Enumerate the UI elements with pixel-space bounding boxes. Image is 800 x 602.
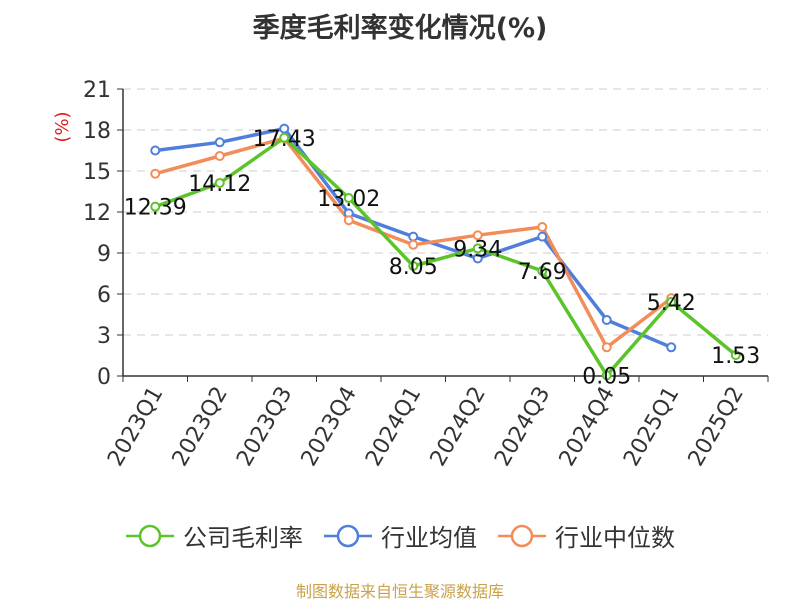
x-tick-label: 2024Q2 bbox=[426, 383, 491, 471]
data-point bbox=[537, 265, 548, 276]
data-point bbox=[343, 193, 354, 204]
x-tick-label: 2023Q1 bbox=[103, 383, 168, 471]
legend-item[interactable]: 行业中位数 bbox=[497, 518, 675, 553]
legend-swatch-icon bbox=[498, 524, 546, 547]
data-point bbox=[279, 132, 290, 143]
data-label: 13.02 bbox=[317, 187, 380, 212]
data-point bbox=[343, 215, 354, 226]
y-tick-label: 12 bbox=[83, 201, 111, 226]
legend-item[interactable]: 行业均值 bbox=[323, 518, 477, 553]
x-tick-label: 2024Q4 bbox=[555, 383, 620, 471]
x-tick-label: 2024Q3 bbox=[490, 383, 555, 471]
x-tick-label: 2023Q2 bbox=[168, 383, 233, 471]
data-label: 5.42 bbox=[647, 291, 696, 316]
x-tick-label: 2023Q3 bbox=[232, 383, 297, 471]
y-tick-label: 3 bbox=[97, 324, 111, 349]
data-point bbox=[150, 145, 161, 156]
data-point bbox=[601, 370, 612, 381]
legend-label: 行业均值 bbox=[381, 524, 477, 552]
legend-label: 公司毛利率 bbox=[183, 524, 303, 552]
legend-swatch-icon bbox=[126, 524, 174, 547]
data-point bbox=[537, 222, 548, 233]
x-tick-label: 2025Q1 bbox=[619, 383, 684, 471]
data-label: 17.43 bbox=[253, 127, 316, 152]
data-point bbox=[601, 342, 612, 353]
data-point bbox=[408, 260, 419, 271]
data-point bbox=[472, 253, 483, 264]
data-point bbox=[150, 168, 161, 179]
data-label: 1.53 bbox=[711, 344, 760, 369]
grid-lines bbox=[123, 88, 768, 336]
data-point bbox=[279, 123, 290, 134]
data-point bbox=[666, 296, 677, 307]
y-tick-label: 15 bbox=[83, 160, 111, 185]
data-point bbox=[150, 201, 161, 212]
data-label: 12.39 bbox=[124, 196, 187, 221]
y-axis-label: (%) bbox=[52, 111, 73, 142]
legend-swatch-icon bbox=[324, 524, 372, 547]
data-label: 14.12 bbox=[188, 172, 251, 197]
y-tick-label: 6 bbox=[97, 283, 111, 308]
data-point bbox=[472, 230, 483, 241]
x-tick-label: 2024Q1 bbox=[361, 383, 426, 471]
y-tick-label: 18 bbox=[83, 119, 111, 144]
y-tick-label: 0 bbox=[97, 365, 111, 390]
legend-label: 行业中位数 bbox=[555, 524, 675, 552]
data-label: 8.05 bbox=[389, 255, 438, 280]
data-point bbox=[214, 150, 225, 161]
data-label: 7.69 bbox=[518, 260, 567, 285]
data-point bbox=[730, 350, 741, 361]
source-note: 制图数据来自恒生聚源数据库 bbox=[295, 582, 504, 601]
legend-item[interactable]: 公司毛利率 bbox=[125, 518, 303, 553]
data-point bbox=[214, 178, 225, 189]
data-point bbox=[408, 239, 419, 250]
legend: 公司毛利率 行业均值 行业中位数 bbox=[0, 518, 800, 553]
x-tick-label: 2023Q4 bbox=[297, 383, 362, 471]
data-label: 9.34 bbox=[453, 237, 502, 262]
y-tick-label: 21 bbox=[83, 78, 111, 103]
data-point bbox=[472, 243, 483, 254]
data-point bbox=[666, 342, 677, 353]
y-tick-label: 9 bbox=[97, 242, 111, 267]
series-lines bbox=[150, 123, 741, 381]
data-point bbox=[601, 314, 612, 325]
data-point bbox=[537, 231, 548, 242]
series-line bbox=[154, 136, 737, 378]
data-label: 0.05 bbox=[582, 364, 631, 389]
x-tick-label: 2025Q2 bbox=[684, 383, 749, 471]
data-point bbox=[214, 137, 225, 148]
chart-title: 季度毛利率变化情况(%) bbox=[252, 13, 548, 44]
data-point bbox=[408, 231, 419, 242]
